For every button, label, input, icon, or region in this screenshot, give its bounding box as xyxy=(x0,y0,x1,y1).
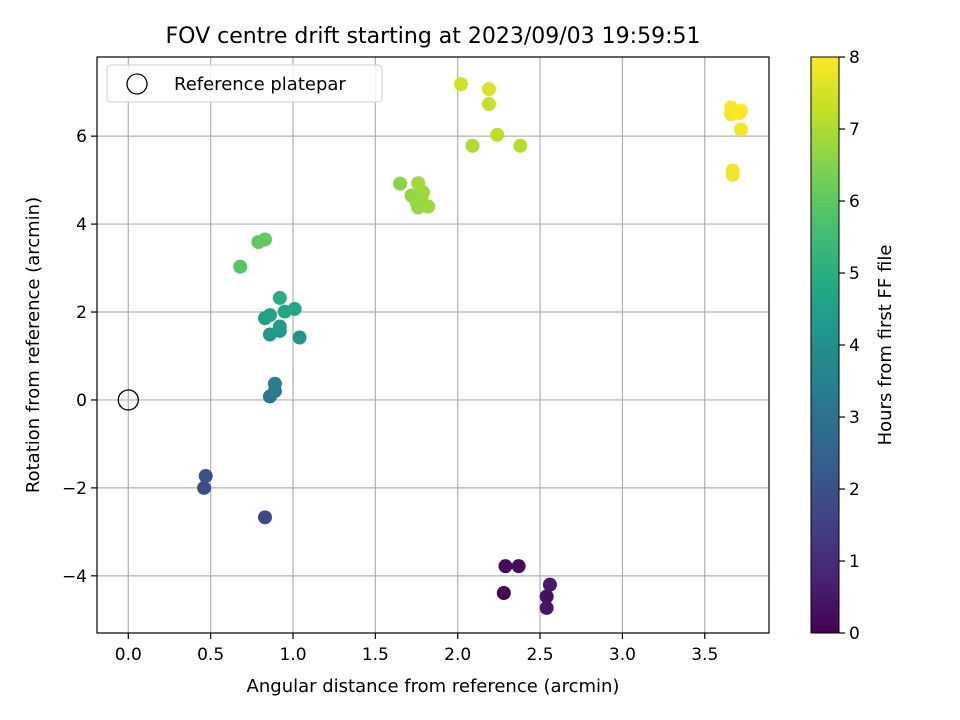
scatter-point xyxy=(513,138,528,153)
scatter-point xyxy=(258,232,272,247)
scatter-point xyxy=(233,259,248,274)
scatter-point xyxy=(272,319,287,334)
y-tick-label: 2 xyxy=(76,303,87,323)
x-tick-label: 2.0 xyxy=(444,645,471,665)
colorbar: 0 1 2 3 4 5 6 7 8 Hours from first FF file xyxy=(810,48,896,644)
scatter-point xyxy=(262,308,277,323)
reference-marker xyxy=(117,389,139,411)
scatter-point xyxy=(498,559,513,574)
x-tick-label: 1.5 xyxy=(362,645,389,665)
x-tick-label: 3.0 xyxy=(609,645,636,665)
colorbar-tick-label: 0 xyxy=(849,624,860,644)
x-tick-label: 2.5 xyxy=(527,645,554,665)
y-tick-label: 6 xyxy=(76,127,87,147)
scatter-point xyxy=(490,127,505,142)
plot-frame xyxy=(96,56,770,634)
colorbar-ticks: 0 1 2 3 4 5 6 7 8 xyxy=(839,48,860,644)
scatter-point xyxy=(496,585,511,600)
scatter-point xyxy=(454,77,468,92)
scatter-point xyxy=(732,106,747,121)
y-tick-label: −2 xyxy=(62,479,87,499)
grid-lines xyxy=(97,57,769,633)
colorbar-tick-label: 8 xyxy=(849,48,860,68)
scatter-point xyxy=(482,97,496,112)
scatter-point xyxy=(539,589,554,604)
x-tick-label: 3.5 xyxy=(691,645,718,665)
legend-box xyxy=(106,64,383,103)
legend: Reference platepar xyxy=(106,64,383,103)
y-tick-label: −4 xyxy=(62,567,87,587)
scatter-point xyxy=(287,301,302,316)
legend-marker-icon xyxy=(126,73,148,95)
x-axis-ticks: 0.0 0.5 1.0 1.5 2.0 2.5 3.0 3.5 xyxy=(115,633,718,665)
data-points xyxy=(197,77,748,615)
y-tick-label: 0 xyxy=(76,391,87,411)
colorbar-tick-label: 6 xyxy=(849,192,860,212)
colorbar-tick-label: 4 xyxy=(849,336,860,356)
x-axis-label: Angular distance from reference (arcmin) xyxy=(247,676,620,697)
x-tick-label: 0.5 xyxy=(197,645,224,665)
colorbar-gradient xyxy=(811,57,839,633)
scatter-point xyxy=(725,163,740,178)
scatter-point xyxy=(511,559,526,574)
y-tick-label: 4 xyxy=(76,215,87,235)
colorbar-tick-label: 5 xyxy=(849,264,860,284)
x-tick-label: 0.0 xyxy=(115,645,142,665)
y-axis-ticks: −4 −2 0 2 4 6 xyxy=(62,127,97,587)
colorbar-tick-label: 1 xyxy=(849,552,860,572)
scatter-point xyxy=(198,469,213,484)
scatter-point xyxy=(482,82,496,97)
legend-entry-label: Reference platepar xyxy=(174,74,346,95)
y-axis-label: Rotation from reference (arcmin) xyxy=(23,197,44,493)
scatter-point xyxy=(258,510,272,525)
colorbar-label: Hours from first FF file xyxy=(875,245,896,446)
scatter-point xyxy=(292,330,307,345)
colorbar-tick-label: 7 xyxy=(849,120,860,140)
scatter-point xyxy=(267,376,282,391)
scatter-point xyxy=(734,122,748,137)
scatter-point xyxy=(542,577,557,592)
scatter-point xyxy=(539,600,554,615)
scatter-point xyxy=(393,176,408,191)
chart-title: FOV centre drift starting at 2023/09/03 … xyxy=(166,24,701,49)
x-tick-label: 1.0 xyxy=(279,645,306,665)
scatter-point xyxy=(197,480,212,495)
scatter-point xyxy=(421,199,436,214)
scatter-point xyxy=(411,176,426,191)
scatter-point xyxy=(465,138,480,153)
reference-point xyxy=(117,389,139,411)
colorbar-tick-label: 2 xyxy=(849,480,860,500)
scatter-point xyxy=(272,290,287,305)
colorbar-tick-label: 3 xyxy=(849,408,860,428)
